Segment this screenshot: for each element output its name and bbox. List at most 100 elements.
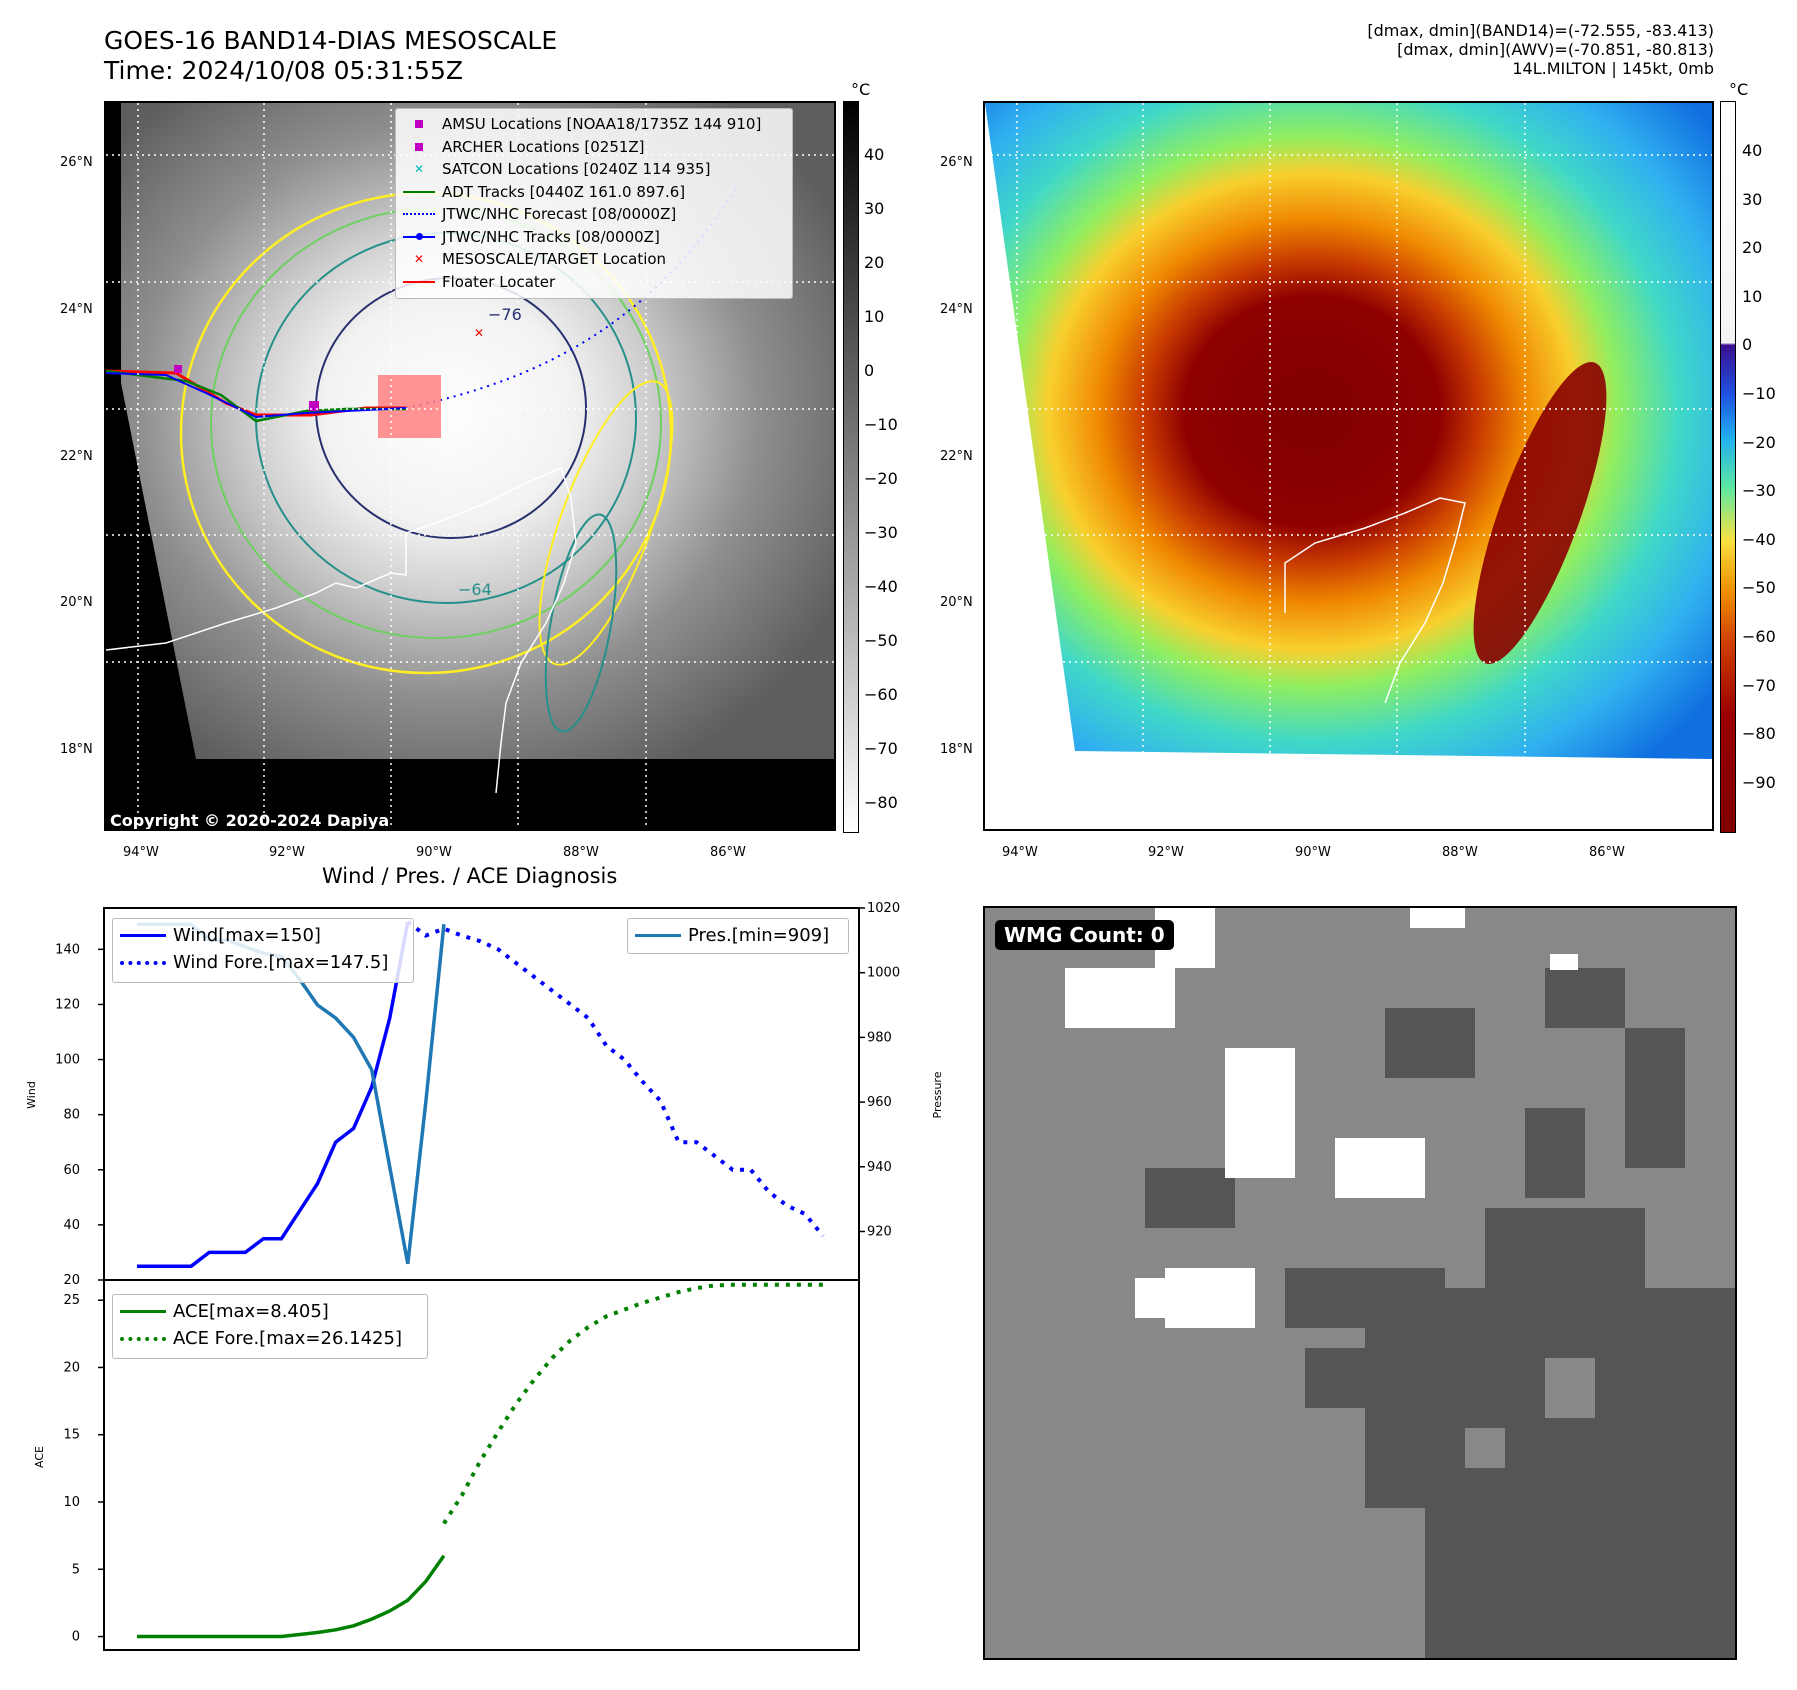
colorbar-tick: 0 xyxy=(864,361,875,380)
legend-item-floater: Floater Locater xyxy=(396,271,792,294)
y-tick-label: 140 xyxy=(55,942,80,957)
contour-rainband-2 xyxy=(544,513,618,733)
line-icon xyxy=(403,190,435,193)
header-right: [dmax, dmin](BAND14)=(-72.555, -83.413) … xyxy=(1367,21,1714,78)
pressure-axis-label: Pressure xyxy=(931,1071,944,1118)
pressure-y-ticks: 920 940 960 980 1000 1020 xyxy=(859,901,900,1239)
y-tick-label: 100 xyxy=(55,1053,80,1068)
y-tick-label: 1000 xyxy=(867,966,900,981)
map-legend: AMSU Locations [NOAA18/1735Z 144 910] AR… xyxy=(395,108,793,299)
dmax-band14: [dmax, dmin](BAND14)=(-72.555, -83.413) xyxy=(1367,21,1714,40)
colorbar-tick: −40 xyxy=(1742,529,1776,549)
colorbar-unit-right: °C xyxy=(1729,80,1749,99)
y-tick-label: 20 xyxy=(63,1273,80,1288)
lon-label: 86°W xyxy=(710,845,746,860)
legend-item-jtwc-tracks: JTWC/NHC Tracks [08/0000Z] xyxy=(396,226,792,249)
colorbar-right xyxy=(1720,101,1736,833)
wind-axis-label: Wind xyxy=(25,1081,38,1109)
square-icon xyxy=(415,120,423,129)
y-tick-label: 0 xyxy=(72,1630,80,1645)
chart-title: Wind / Pres. / ACE Diagnosis xyxy=(322,864,618,888)
rainband-awv xyxy=(1473,362,1607,664)
ace-axis-label: ACE xyxy=(33,1446,46,1468)
y-tick-label: 920 xyxy=(867,1224,892,1239)
ace-forecast-series-line xyxy=(442,1282,823,1525)
colorbar-tick: −80 xyxy=(864,793,898,812)
y-tick-label: 10 xyxy=(63,1495,80,1510)
colorbar-tick: 10 xyxy=(1742,286,1763,306)
colorbar-tick: 20 xyxy=(864,253,885,272)
y-tick-label: 40 xyxy=(63,1218,80,1233)
lon-label: 94°W xyxy=(1002,845,1038,860)
legend-item-archer: ARCHER Locations [0251Z] xyxy=(396,136,792,159)
wmg-panel: WMG Count: 0 xyxy=(983,906,1737,1660)
colorbar-tick: −60 xyxy=(864,685,898,704)
contour-rainband xyxy=(538,380,674,666)
legend-item-pressure: Pres.[min=909] xyxy=(628,921,848,949)
line-icon xyxy=(120,1310,166,1313)
storm-id: 14L.MILTON | 145kt, 0mb xyxy=(1512,59,1714,78)
colorbar-tick: −70 xyxy=(864,739,898,758)
y-tick-label: 1020 xyxy=(867,901,900,916)
wind-y-ticks: 20 40 60 80 100 120 140 xyxy=(55,942,104,1288)
dotted-line-icon xyxy=(120,960,166,965)
target-marker: ✕ xyxy=(474,326,484,340)
lat-label: 24°N xyxy=(940,302,973,317)
colorbar-tick: 40 xyxy=(1742,141,1763,160)
dmax-awv: [dmax, dmin](AWV)=(-70.851, -80.813) xyxy=(1397,40,1714,59)
lon-label: 90°W xyxy=(1295,845,1331,860)
lon-label: 88°W xyxy=(1442,845,1478,860)
colorbar-tick: 30 xyxy=(1742,189,1763,209)
y-tick-label: 980 xyxy=(867,1030,892,1045)
lon-label: 88°W xyxy=(563,845,599,860)
line-dot-icon xyxy=(403,232,435,240)
y-tick-label: 60 xyxy=(63,1163,80,1178)
amsu-marker xyxy=(309,401,319,411)
legend-item-ace-fore: ACE Fore.[max=26.1425] xyxy=(113,1325,427,1352)
y-tick-label: 120 xyxy=(55,997,80,1012)
square-icon xyxy=(415,142,423,151)
wmg-count-badge: WMG Count: 0 xyxy=(995,920,1174,950)
lon-label: 86°W xyxy=(1589,845,1625,860)
colorbar-tick: −10 xyxy=(864,415,898,434)
wind-forecast-series-line xyxy=(406,920,825,1238)
contour-label-76: −76 xyxy=(488,305,522,324)
colorbar-tick: −20 xyxy=(1742,432,1776,452)
legend-item-amsu: AMSU Locations [NOAA18/1735Z 144 910] xyxy=(396,113,792,136)
coastline-awv xyxy=(1284,497,1466,704)
lon-label: 90°W xyxy=(416,845,452,860)
pressure-legend: Pres.[min=909] xyxy=(627,918,849,954)
colorbar-tick: −50 xyxy=(1742,578,1776,598)
ace-legend: ACE[max=8.405] ACE Fore.[max=26.1425] xyxy=(112,1294,428,1359)
awv-map xyxy=(983,101,1714,831)
y-tick-label: 15 xyxy=(63,1428,80,1443)
dotted-line-icon xyxy=(403,213,435,216)
colorbar-tick: 30 xyxy=(864,199,885,218)
title-line-2: Time: 2024/10/08 05:31:55Z xyxy=(104,56,463,85)
legend-item-adt: ADT Tracks [0440Z 161.0 897.6] xyxy=(396,181,792,204)
colorbar-tick: 40 xyxy=(864,145,885,164)
archer-marker xyxy=(174,365,182,373)
legend-item-wind-fore: Wind Fore.[max=147.5] xyxy=(113,949,413,976)
y-tick-label: 960 xyxy=(867,1095,892,1110)
legend-item-forecast: JTWC/NHC Forecast [08/0000Z] xyxy=(396,203,792,226)
lat-label: 24°N xyxy=(60,302,93,317)
wmg-svg xyxy=(1065,908,1735,1658)
legend-item-satcon: ✕ SATCON Locations [0240Z 114 935] xyxy=(413,160,711,179)
copyright: Copyright © 2020-2024 Dapiya xyxy=(110,811,390,830)
wind-series-line xyxy=(137,921,410,1268)
colorbar-tick: −30 xyxy=(1742,481,1776,501)
wind-legend: Wind[max=150] Wind Fore.[max=147.5] xyxy=(112,918,414,983)
colorbar-tick: 0 xyxy=(1742,335,1753,355)
jtwc-track xyxy=(106,372,407,419)
lon-label: 92°W xyxy=(1148,845,1184,860)
lat-label: 22°N xyxy=(60,449,93,464)
ace-axes-frame xyxy=(103,1279,860,1651)
awv-map-svg xyxy=(985,103,1712,829)
wmg-gray-patches xyxy=(1365,1358,1595,1658)
legend-item-target: ✕ MESOSCALE/TARGET Location xyxy=(413,250,667,269)
line-icon xyxy=(120,934,166,937)
colorbar-tick: −60 xyxy=(1742,627,1776,646)
colorbar-tick: −10 xyxy=(1742,384,1776,403)
